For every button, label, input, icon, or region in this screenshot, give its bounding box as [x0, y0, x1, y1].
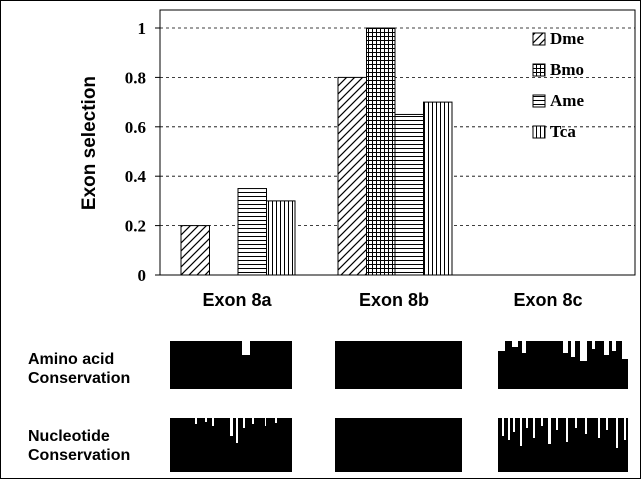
bar-ame-exon-8b: [394, 113, 424, 276]
conservation-gap: [580, 341, 587, 361]
bar-dme-exon-8b: [337, 76, 367, 276]
conservation-block: [498, 418, 628, 472]
conservation-gap: [205, 418, 207, 422]
conservation-gap: [236, 418, 238, 443]
conservation-gap: [598, 418, 600, 438]
conservation-gap: [612, 341, 616, 351]
conservation-gap: [243, 418, 245, 428]
conservation-gap: [512, 341, 518, 347]
conservation-block: [170, 341, 292, 389]
conservation-gap: [520, 418, 522, 446]
legend-swatch-bmo: [532, 63, 546, 77]
bar-bmo-exon-8b: [366, 27, 396, 276]
x-axis-labels: Exon 8a Exon 8b Exon 8c: [202, 290, 582, 310]
x-category-label: Exon 8b: [359, 290, 429, 310]
conservation-panels: Amino acid Conservation Nucleotide Conserva…: [28, 341, 628, 472]
conservation-gap: [556, 418, 558, 430]
legend-label-tca: Tca: [550, 122, 576, 141]
conservation-gap: [498, 341, 505, 351]
conservation-block: [335, 341, 462, 389]
conservation-gap: [566, 418, 568, 442]
conservation-gap: [616, 418, 618, 448]
y-tick-label: 0.4: [125, 167, 147, 186]
conservation-gap: [585, 418, 587, 434]
y-axis-title: Exon selection: [79, 76, 100, 210]
row-label-line1: Amino acid: [28, 351, 114, 368]
conservation-block: [335, 418, 462, 472]
conservation-gap: [548, 418, 551, 444]
conservation-gap: [513, 418, 515, 432]
legend-swatch-ame: [532, 94, 546, 108]
y-tick-label: 0: [138, 266, 147, 285]
legend-label-dme: Dme: [550, 29, 584, 48]
conservation-gap: [502, 418, 504, 436]
conservation-gap: [571, 341, 575, 357]
plot-area: 0 0.2 0.4 0.6 0.8 1: [125, 9, 636, 285]
conservation-gap: [252, 418, 254, 424]
bar-tca-exon-8a: [266, 200, 296, 276]
conservation-gap: [604, 341, 609, 355]
row-label-line2: Conservation: [28, 370, 130, 387]
conservation-gap: [275, 418, 277, 423]
y-tick-label: 0.8: [125, 68, 146, 87]
x-category-label: Exon 8a: [202, 290, 272, 310]
legend-swatch-dme: [532, 32, 546, 46]
x-category-label: Exon 8c: [513, 290, 582, 310]
conservation-gap: [541, 418, 543, 426]
legend-label-bmo: Bmo: [550, 60, 584, 79]
legend: Dme Bmo Ame Tca: [532, 29, 584, 141]
conservation-gap: [563, 341, 568, 353]
legend-swatch-tca: [532, 125, 546, 139]
y-tick-label: 0.2: [125, 217, 146, 236]
y-tick-label: 0.6: [125, 118, 146, 137]
conservation-gap: [622, 341, 628, 359]
bar-tca-exon-8b: [423, 101, 453, 276]
row-label-line2: Conservation: [28, 447, 130, 464]
bar-ame-exon-8a: [237, 188, 267, 276]
conservation-gap: [265, 418, 266, 426]
row-label-line1: Nucleotide: [28, 428, 110, 445]
conservation-gap: [195, 418, 197, 424]
conservation-gap: [230, 418, 233, 436]
conservation-gap: [508, 418, 510, 440]
conservation-gap: [242, 341, 250, 355]
conservation-gap: [575, 418, 577, 428]
conservation-gap: [606, 418, 608, 430]
bar-dme-exon-8a: [180, 225, 210, 276]
conservation-gap: [533, 418, 535, 438]
conservation-gap: [212, 418, 214, 426]
y-tick-label: 1: [138, 19, 147, 38]
conservation-gap: [522, 341, 526, 353]
legend-label-ame: Ame: [550, 91, 584, 110]
conservation-gap: [624, 418, 626, 440]
conservation-gap: [592, 341, 595, 349]
conservation-gap: [526, 418, 528, 428]
